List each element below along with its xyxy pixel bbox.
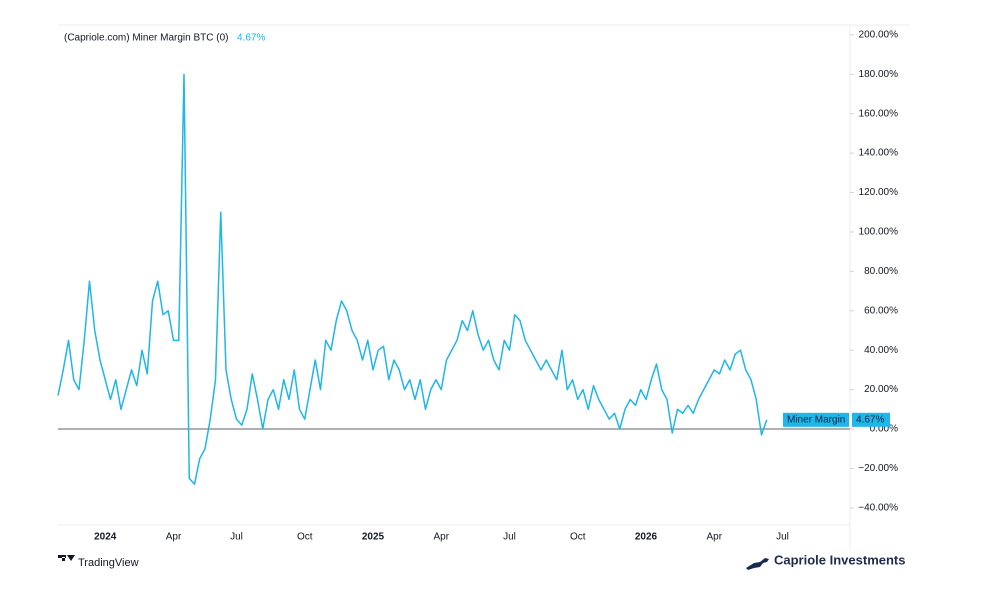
x-tick-label: 2024 (94, 532, 117, 543)
y-tick-label: 200.00% (859, 29, 899, 40)
y-tick-label: 20.00% (864, 384, 898, 395)
legend-tag: Miner Margin (787, 414, 845, 425)
y-tick-label: −20.00% (858, 463, 898, 474)
y-tick-label: −40.00% (858, 502, 898, 513)
x-tick-label: 2025 (362, 532, 385, 543)
y-tick-label: 0.00% (870, 424, 898, 435)
x-tick-label: Jul (230, 532, 243, 543)
series-line (57, 73, 768, 485)
x-tick-label: Apr (166, 532, 182, 543)
y-tick-label: 60.00% (864, 305, 898, 316)
legend-tag-bg (783, 412, 849, 427)
brand-logo (746, 558, 769, 570)
brand: Capriole Investments (774, 552, 906, 567)
last-value-tag-bg (852, 412, 890, 427)
y-tick-label: 120.00% (859, 187, 899, 198)
y-tick-label: 140.00% (859, 148, 899, 159)
x-tick-label: Oct (570, 532, 586, 543)
x-tick-label: Apr (433, 532, 449, 543)
y-tick-label: 160.00% (859, 108, 899, 119)
chart-title: (Capriole.com) Miner Margin BTC (0) (64, 33, 228, 44)
last-value-header: 4.67% (237, 33, 265, 44)
last-value-tag: 4.67% (856, 414, 884, 425)
x-tick-label: 2026 (635, 532, 658, 543)
y-tick-label: 180.00% (859, 69, 899, 80)
tradingview-logo (58, 555, 75, 561)
x-tick-label: Jul (503, 532, 516, 543)
y-tick-label: 40.00% (864, 345, 898, 356)
x-tick-label: Jul (776, 532, 789, 543)
y-tick-label: 100.00% (859, 227, 899, 238)
watermark: TradingView (78, 557, 139, 569)
y-tick-label: 80.00% (864, 266, 898, 277)
x-tick-label: Apr (706, 532, 722, 543)
x-tick-label: Oct (297, 532, 313, 543)
